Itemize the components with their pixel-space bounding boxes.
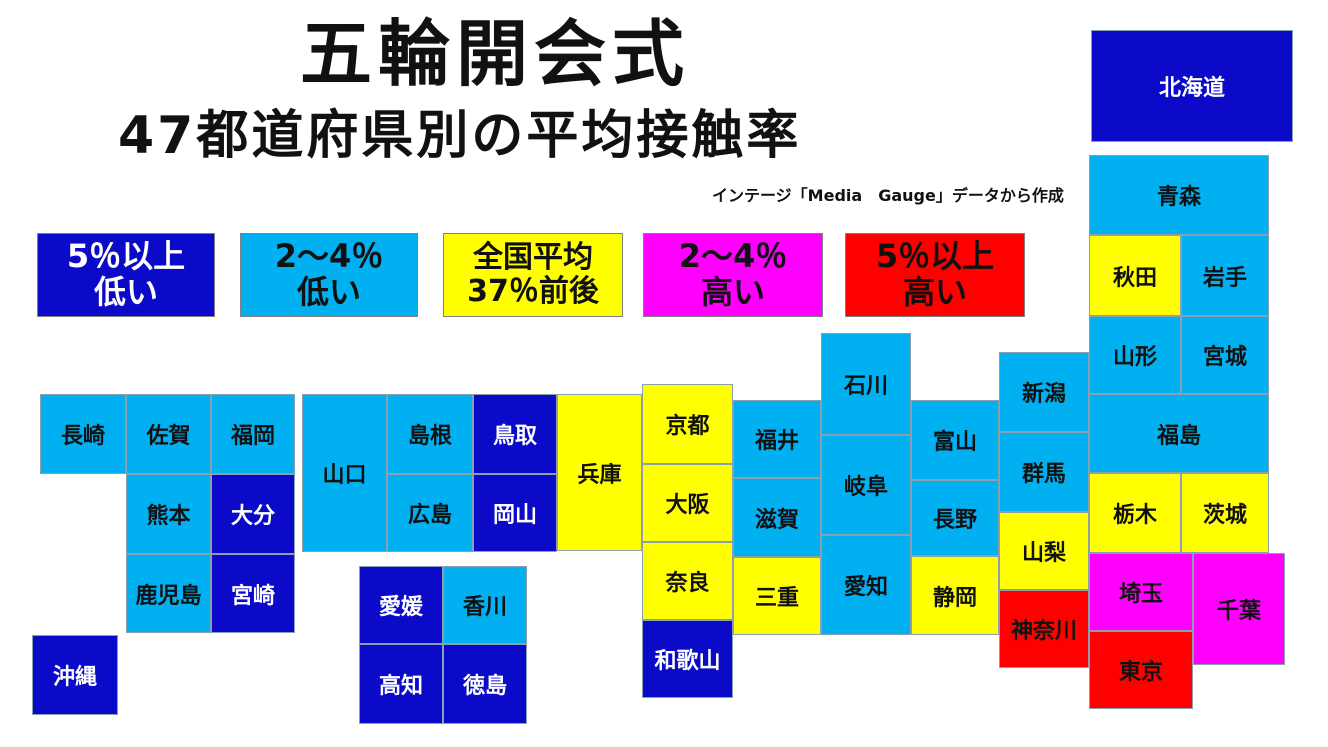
pref-yamaguchi: 山口 (302, 394, 387, 552)
pref-yamanashi: 山梨 (999, 512, 1089, 590)
pref-fukui: 福井 (733, 400, 821, 478)
pref-aichi: 愛知 (821, 535, 911, 635)
legend-label-line1: 5％以上 (66, 237, 186, 276)
pref-nara: 奈良 (642, 542, 733, 620)
legend-much-higher: 5％以上 高い (845, 233, 1025, 317)
pref-tochigi: 栃木 (1089, 473, 1181, 553)
pref-okinawa: 沖縄 (32, 635, 118, 715)
pref-nagasaki: 長崎 (40, 394, 126, 474)
legend-average: 全国平均 37％前後 (443, 233, 623, 317)
pref-nagano: 長野 (911, 480, 999, 556)
legend-label-line1: 全国平均 (473, 240, 593, 276)
legend-label-line1: 5％以上 (875, 237, 995, 276)
pref-hiroshima: 広島 (387, 474, 473, 552)
pref-kochi: 高知 (359, 644, 443, 724)
pref-saga: 佐賀 (126, 394, 211, 474)
pref-chiba: 千葉 (1193, 553, 1285, 665)
legend-label-line2: 低い (296, 273, 361, 311)
pref-ishikawa: 石川 (821, 333, 911, 435)
legend-label-line2: 低い (93, 273, 158, 311)
legend-lower: 2～4％ 低い (240, 233, 418, 317)
pref-kumamoto: 熊本 (126, 474, 211, 554)
source-note: インテージ「Media Gauge」データから作成 (712, 186, 1064, 205)
pref-osaka: 大阪 (642, 464, 733, 542)
map-title: 五輪開会式 (300, 12, 691, 96)
pref-hyogo: 兵庫 (557, 394, 642, 551)
legend-higher: 2～4％ 高い (643, 233, 823, 317)
legend-much-lower: 5％以上 低い (37, 233, 215, 317)
pref-shimane: 島根 (387, 394, 473, 474)
pref-tokushima: 徳島 (443, 644, 527, 724)
pref-aomori: 青森 (1089, 155, 1269, 235)
pref-wakayama: 和歌山 (642, 620, 733, 698)
legend-label-line1: 2～4％ (678, 237, 788, 276)
legend-label-line2: 37％前後 (467, 274, 599, 309)
pref-oita: 大分 (211, 474, 295, 554)
legend-label-line1: 2～4％ (274, 237, 384, 276)
legend-label-line2: 高い (902, 273, 967, 311)
pref-kagawa: 香川 (443, 566, 527, 644)
pref-akita: 秋田 (1089, 235, 1181, 316)
pref-gunma: 群馬 (999, 432, 1089, 512)
pref-toyama: 富山 (911, 400, 999, 480)
pref-kanagawa: 神奈川 (999, 590, 1089, 668)
map-subtitle: 47都道府県別の平均接触率 (118, 106, 802, 166)
pref-ibaraki: 茨城 (1181, 473, 1269, 553)
pref-kagoshima: 鹿児島 (126, 554, 211, 633)
pref-hokkaido: 北海道 (1091, 30, 1293, 142)
pref-fukuoka: 福岡 (211, 394, 295, 474)
pref-shizuoka: 静岡 (911, 556, 999, 635)
legend-label-line2: 高い (700, 273, 765, 311)
pref-gifu: 岐阜 (821, 435, 911, 535)
pref-tottori: 鳥取 (473, 394, 557, 474)
pref-mie: 三重 (733, 557, 821, 635)
pref-kyoto: 京都 (642, 384, 733, 464)
pref-tokyo: 東京 (1089, 631, 1193, 709)
pref-okayama: 岡山 (473, 474, 557, 552)
pref-iwate: 岩手 (1181, 235, 1269, 316)
pref-fukushima: 福島 (1089, 394, 1269, 473)
pref-shiga: 滋賀 (733, 478, 821, 557)
pref-ehime: 愛媛 (359, 566, 443, 644)
pref-miyazaki: 宮崎 (211, 554, 295, 633)
pref-yamagata: 山形 (1089, 316, 1181, 394)
pref-saitama: 埼玉 (1089, 553, 1193, 631)
pref-niigata: 新潟 (999, 352, 1089, 432)
pref-miyagi: 宮城 (1181, 316, 1269, 394)
